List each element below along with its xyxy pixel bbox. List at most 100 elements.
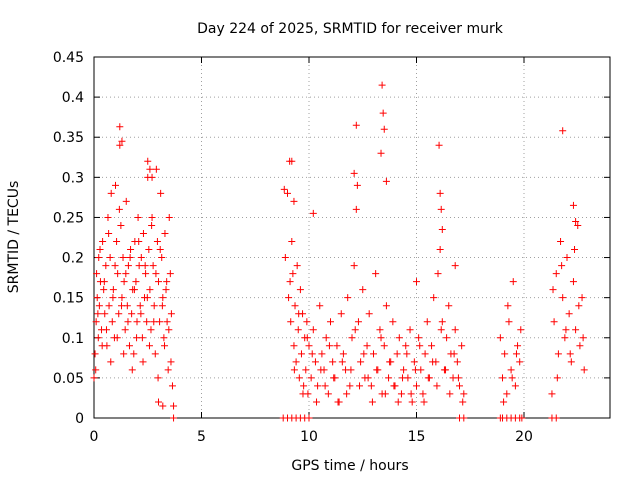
data-point xyxy=(137,254,145,262)
data-point xyxy=(118,137,126,145)
data-point xyxy=(382,302,390,310)
data-point xyxy=(420,398,428,406)
data-point xyxy=(113,238,121,246)
data-point xyxy=(136,302,144,310)
data-point xyxy=(122,197,130,205)
data-point xyxy=(159,294,167,302)
data-point xyxy=(294,326,302,334)
plot-frame xyxy=(93,56,611,419)
data-point xyxy=(295,374,303,382)
data-point xyxy=(351,326,359,334)
data-point xyxy=(113,334,121,342)
data-point xyxy=(354,318,362,326)
data-point xyxy=(507,366,515,374)
data-point xyxy=(372,270,380,278)
data-point xyxy=(330,374,338,382)
data-point xyxy=(137,310,145,318)
data-point xyxy=(399,374,407,382)
data-point xyxy=(287,318,295,326)
data-point xyxy=(120,278,128,286)
data-point xyxy=(107,358,115,366)
data-point xyxy=(454,374,462,382)
data-point xyxy=(415,334,423,342)
data-point xyxy=(146,286,154,294)
y-tick-label: 0.35 xyxy=(53,130,84,146)
y-tick-label: 0.3 xyxy=(62,170,84,186)
data-point xyxy=(155,398,162,406)
data-point xyxy=(559,294,567,302)
data-point xyxy=(305,414,313,422)
data-point xyxy=(127,246,135,254)
data-point xyxy=(338,358,346,366)
data-point xyxy=(437,326,445,334)
data-point xyxy=(394,398,402,406)
data-point xyxy=(344,294,352,302)
data-point xyxy=(158,302,166,310)
data-point xyxy=(126,254,134,262)
data-point xyxy=(445,302,453,310)
data-point xyxy=(558,262,566,270)
data-point xyxy=(296,286,304,294)
data-point xyxy=(424,374,432,382)
data-point xyxy=(93,294,101,302)
data-point xyxy=(442,366,450,374)
data-point xyxy=(114,270,122,278)
data-point xyxy=(107,189,115,197)
data-point xyxy=(152,270,160,278)
data-point xyxy=(303,334,311,342)
data-point xyxy=(407,390,415,398)
data-point xyxy=(167,358,175,366)
y-axis-label: SRMTID / TECUs xyxy=(6,181,22,294)
data-point xyxy=(367,382,375,390)
data-point xyxy=(380,342,388,350)
data-point xyxy=(125,342,133,350)
data-point xyxy=(576,342,584,350)
data-point xyxy=(365,310,373,318)
x-axis-label: GPS time / hours xyxy=(291,458,408,474)
data-point xyxy=(295,310,303,318)
y-tick-label: 0 xyxy=(75,411,84,427)
data-point xyxy=(90,374,98,382)
data-point xyxy=(563,254,571,262)
data-point xyxy=(162,286,170,294)
data-point xyxy=(313,398,321,406)
data-point xyxy=(92,318,100,326)
data-point xyxy=(333,342,341,350)
data-point xyxy=(146,165,154,173)
data-point xyxy=(325,342,333,350)
data-point xyxy=(170,414,178,422)
data-point xyxy=(350,262,358,270)
data-point xyxy=(286,278,294,286)
data-point xyxy=(450,350,458,358)
data-point xyxy=(504,302,512,310)
data-point xyxy=(373,366,381,374)
data-point xyxy=(548,390,556,398)
data-point xyxy=(124,262,132,270)
data-point xyxy=(400,366,408,374)
data-point xyxy=(429,358,437,366)
data-point xyxy=(314,382,322,390)
data-point xyxy=(133,318,141,326)
x-tick-label: 20 xyxy=(515,429,533,445)
data-point xyxy=(505,318,513,326)
data-point xyxy=(167,310,175,318)
data-point xyxy=(150,302,158,310)
data-point xyxy=(124,318,132,326)
data-point xyxy=(144,157,152,165)
data-point xyxy=(501,350,509,358)
data-point xyxy=(120,350,128,358)
data-point xyxy=(122,270,130,278)
data-point xyxy=(130,350,138,358)
data-point xyxy=(347,366,355,374)
data-point xyxy=(456,382,463,390)
data-point xyxy=(574,221,582,229)
data-point xyxy=(552,414,560,422)
data-points xyxy=(90,81,588,422)
data-point xyxy=(109,286,117,294)
data-point xyxy=(108,318,116,326)
data-point xyxy=(357,358,365,366)
data-point xyxy=(293,262,301,270)
data-point xyxy=(580,366,588,374)
data-point xyxy=(571,246,579,254)
data-point xyxy=(321,382,329,390)
